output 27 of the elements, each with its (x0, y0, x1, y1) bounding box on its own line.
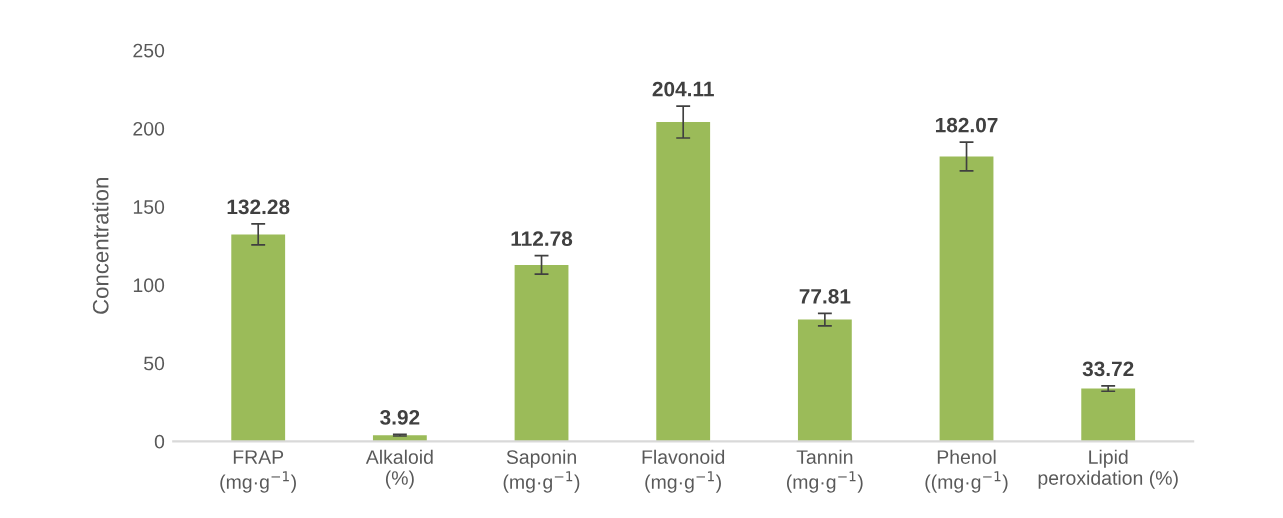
data-label: 3.92 (380, 410, 420, 425)
data-label: 204.11 (652, 81, 714, 97)
data-label: 132.28 (227, 199, 290, 215)
data-label: 182.07 (935, 117, 998, 133)
bar (797, 319, 852, 442)
data-label: 112.78 (511, 231, 573, 246)
bar (1081, 388, 1136, 442)
x-tick-label: Lipid peroxidation (%) (1038, 449, 1178, 489)
x-tick-label: Phenol ((mg·g$^{−1}$) (925, 449, 1008, 493)
y-tick-label: 250 (133, 43, 165, 58)
x-tick-label: Flavonoid (mg·g$^{−1}$) (642, 449, 725, 493)
data-label: 77.81 (799, 288, 851, 304)
data-label: 33.72 (1082, 361, 1134, 377)
x-tick-label: FRAP (mg·g$^{−1}$) (220, 450, 296, 493)
bar (939, 156, 994, 442)
y-axis-title: Concentration (92, 178, 109, 314)
bar (514, 264, 569, 442)
y-tick-label: 50 (144, 356, 165, 371)
y-tick-label: 150 (133, 200, 165, 214)
bar (656, 122, 711, 442)
y-tick-label: 0 (154, 434, 165, 449)
x-tick-label: Tannin (mg·g$^{−1}$) (786, 449, 863, 493)
bar (231, 234, 286, 442)
y-tick-label: 200 (133, 121, 165, 136)
x-tick-label: Alkaloid (%) (365, 449, 433, 489)
y-tick-label: 100 (133, 278, 165, 293)
x-tick-label: Saponin (mg·g$^{−1}$) (503, 449, 580, 493)
